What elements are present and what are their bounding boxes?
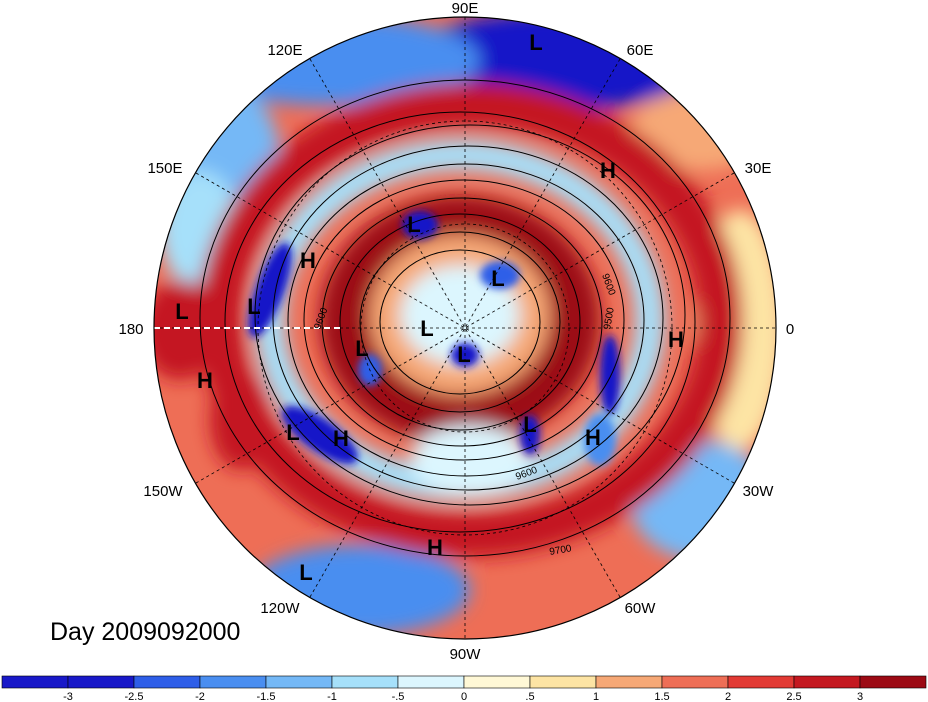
colorbar-tick-label: 1.5 (654, 691, 669, 702)
colorbar-box (331, 675, 399, 689)
lon-label-60w: 60W (625, 600, 657, 617)
colorbar-tick-label: 2.5 (786, 691, 801, 702)
low-marker: L (529, 30, 542, 55)
high-marker: H (668, 327, 684, 352)
colorbar-tick-label: 1 (593, 691, 599, 702)
colorbar-tick-label: -2.5 (125, 691, 144, 702)
colorbar-tick-label: -1.5 (257, 691, 276, 702)
colorbar-box (727, 675, 795, 689)
longitude-labels: 90E 60E 30E 0 30W 60W 90W 120W 150W 180 … (118, 0, 794, 663)
colorbar-box (133, 675, 201, 689)
colorbar-tick-label: -3 (63, 691, 73, 702)
high-marker: H (197, 368, 213, 393)
colorbar-box (397, 675, 465, 689)
lon-label-120e: 120E (267, 42, 302, 59)
lon-label-90w: 90W (450, 646, 482, 663)
colorbar-box (199, 675, 267, 689)
colorbar-tick-label: -2 (195, 691, 205, 702)
low-marker: L (299, 560, 312, 585)
colorbar: -3 -2.5 -2 -1.5 -1 -.5 0 .5 1 1.5 2 2.5 3 (1, 675, 927, 702)
high-marker: H (300, 248, 316, 273)
colorbar-tick-label: -1 (327, 691, 337, 702)
colorbar-box (463, 675, 531, 689)
low-marker: L (523, 412, 536, 437)
high-marker: H (600, 158, 616, 183)
lon-label-150w: 150W (143, 483, 183, 500)
colorbar-box (1, 675, 69, 689)
lon-label-0: 0 (786, 321, 794, 338)
high-marker: H (585, 425, 601, 450)
low-marker: L (457, 342, 470, 367)
colorbar-box (265, 675, 333, 689)
low-marker: L (491, 266, 504, 291)
colorbar-box (859, 675, 927, 689)
contour-label: 9500 (602, 306, 617, 330)
colorbar-box (595, 675, 663, 689)
low-marker: L (355, 336, 368, 361)
colorbar-box (793, 675, 861, 689)
colorbar-tick-label: .5 (525, 691, 534, 702)
lon-label-180: 180 (118, 321, 143, 338)
colorbar-tick-label: -.5 (392, 691, 405, 702)
lon-label-120w: 120W (260, 600, 300, 617)
low-marker: L (175, 299, 188, 324)
low-marker: L (407, 212, 420, 237)
lon-label-60e: 60E (627, 42, 654, 59)
colorbar-box (529, 675, 597, 689)
pressure-systems: L H L H L L H L H L L L L H L H H L H (175, 30, 684, 585)
high-marker: H (333, 426, 349, 451)
lon-label-90e: 90E (452, 0, 479, 17)
lon-label-30e: 30E (745, 160, 772, 177)
contour-label: 9700 (549, 543, 573, 558)
colorbar-tick-label: 0 (461, 691, 467, 702)
low-marker: L (247, 294, 260, 319)
map-border (153, 16, 777, 640)
low-marker: L (420, 316, 433, 341)
colorbar-box (67, 675, 135, 689)
high-marker: H (427, 535, 443, 560)
lon-label-30w: 30W (743, 483, 775, 500)
low-marker: L (286, 420, 299, 445)
date-title: Day 2009092000 (50, 618, 241, 646)
colorbar-tick-label: 2 (725, 691, 731, 702)
colorbar-tick-label: 3 (857, 691, 863, 702)
lon-label-150e: 150E (147, 160, 182, 177)
colorbar-box (661, 675, 729, 689)
